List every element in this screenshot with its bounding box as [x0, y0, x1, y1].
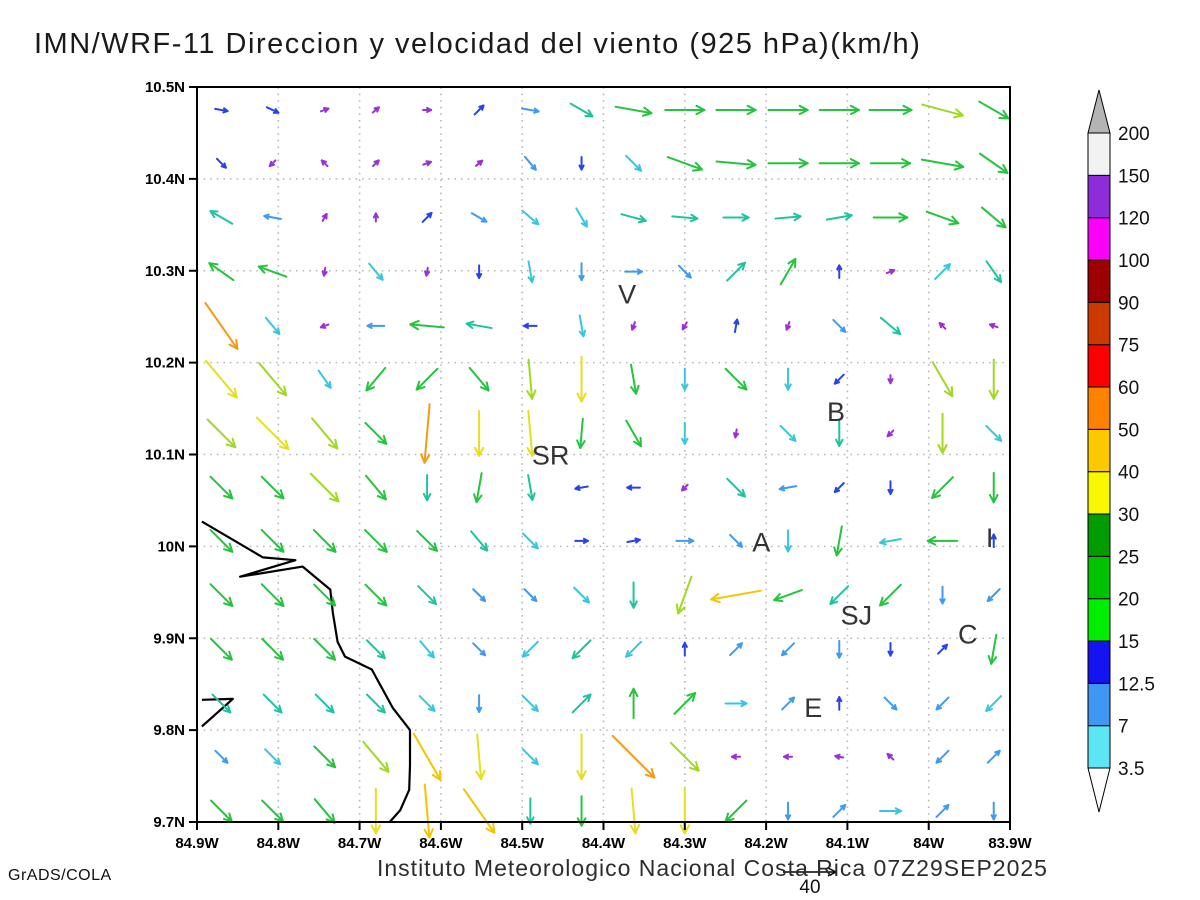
x-tick-label: 84W	[913, 835, 945, 852]
colorbar-level-label: 100	[1118, 251, 1150, 272]
colorbar-level-label: 20	[1118, 590, 1139, 611]
colorbar-level-label: 7	[1118, 717, 1129, 738]
colorbar-level-label: 75	[1118, 336, 1139, 357]
color-scale: 3.5 7 12.5 15 20 25 30 40 50 60 75 90 100 120 150 200	[1087, 89, 1155, 813]
station-label-b: B	[827, 397, 845, 427]
reference-vector: 40	[783, 867, 837, 898]
colorbar-level-label: 90	[1118, 293, 1139, 314]
y-tick-label: 10N	[157, 538, 185, 555]
colorbar-level-label: 12.5	[1118, 674, 1155, 695]
station-label-sj: SJ	[841, 600, 873, 630]
reference-vector-label: 40	[799, 877, 820, 898]
x-tick-label: 84.4W	[582, 835, 626, 852]
colorbar-level-label: 150	[1118, 166, 1150, 187]
station-label-v: V	[618, 280, 636, 310]
x-tick-label: 84.9W	[175, 835, 219, 852]
footer-caption: Instituto Meteorologico Nacional Costa R…	[377, 855, 1048, 881]
y-tick-label: 10.5N	[145, 79, 185, 96]
x-tick-label: 84.5W	[501, 835, 545, 852]
colorbar-level-label: 60	[1118, 378, 1139, 399]
y-tick-label: 10.4N	[145, 171, 185, 188]
colorbar-level-label: 50	[1118, 420, 1139, 441]
axis-ticks	[189, 86, 1011, 830]
x-tick-label: 84.7W	[338, 835, 382, 852]
plot-frame	[196, 86, 1011, 823]
y-tick-label: 10.1N	[145, 447, 185, 464]
colorbar-level-label: 3.5	[1118, 759, 1144, 780]
x-tick-label: 83.9W	[988, 835, 1032, 852]
wind-vector-field	[204, 100, 1010, 839]
station-label-c: C	[958, 620, 978, 650]
station-labels: V SR B A SJ C E I	[532, 280, 994, 723]
colorbar-level-label: 40	[1118, 463, 1139, 484]
page-title: IMN/WRF-11 Direccion y velocidad del vie…	[34, 28, 922, 60]
station-label-a: A	[752, 528, 770, 558]
coastline	[201, 520, 412, 823]
grads-credit: GrADS/COLA	[8, 867, 112, 884]
colorbar-level-label: 25	[1118, 547, 1139, 568]
y-tick-labels: 10.5N 10.4N 10.3N 10.2N 10.1N 10N 9.9N 9.8N 9.7N	[145, 79, 185, 831]
x-tick-label: 84.8W	[257, 835, 301, 852]
y-tick-label: 9.8N	[153, 722, 185, 739]
x-tick-label: 84.2W	[744, 835, 788, 852]
x-tick-labels: 84.9W 84.8W 84.7W 84.6W 84.5W 84.4W 84.3W 84.2W…	[175, 835, 1032, 852]
x-tick-label: 84.1W	[826, 835, 870, 852]
x-tick-label: 84.6W	[419, 835, 463, 852]
y-tick-label: 10.3N	[145, 263, 185, 280]
colorbar-level-label: 120	[1118, 209, 1150, 230]
station-label-e: E	[804, 693, 822, 723]
y-tick-label: 10.2N	[145, 355, 185, 372]
colorbar-level-label: 15	[1118, 632, 1139, 653]
station-label-i: I	[986, 523, 994, 553]
colorbar-level-label: 30	[1118, 505, 1139, 526]
x-tick-label: 84.3W	[663, 835, 707, 852]
colorbar-level-label: 200	[1118, 124, 1150, 145]
y-tick-label: 9.9N	[153, 630, 185, 647]
grid-lines	[197, 87, 1010, 822]
station-label-sr: SR	[532, 440, 570, 470]
colorbar-below-arrow	[1087, 767, 1111, 813]
colorbar-above-arrow	[1087, 89, 1111, 134]
y-tick-label: 9.7N	[153, 814, 185, 831]
